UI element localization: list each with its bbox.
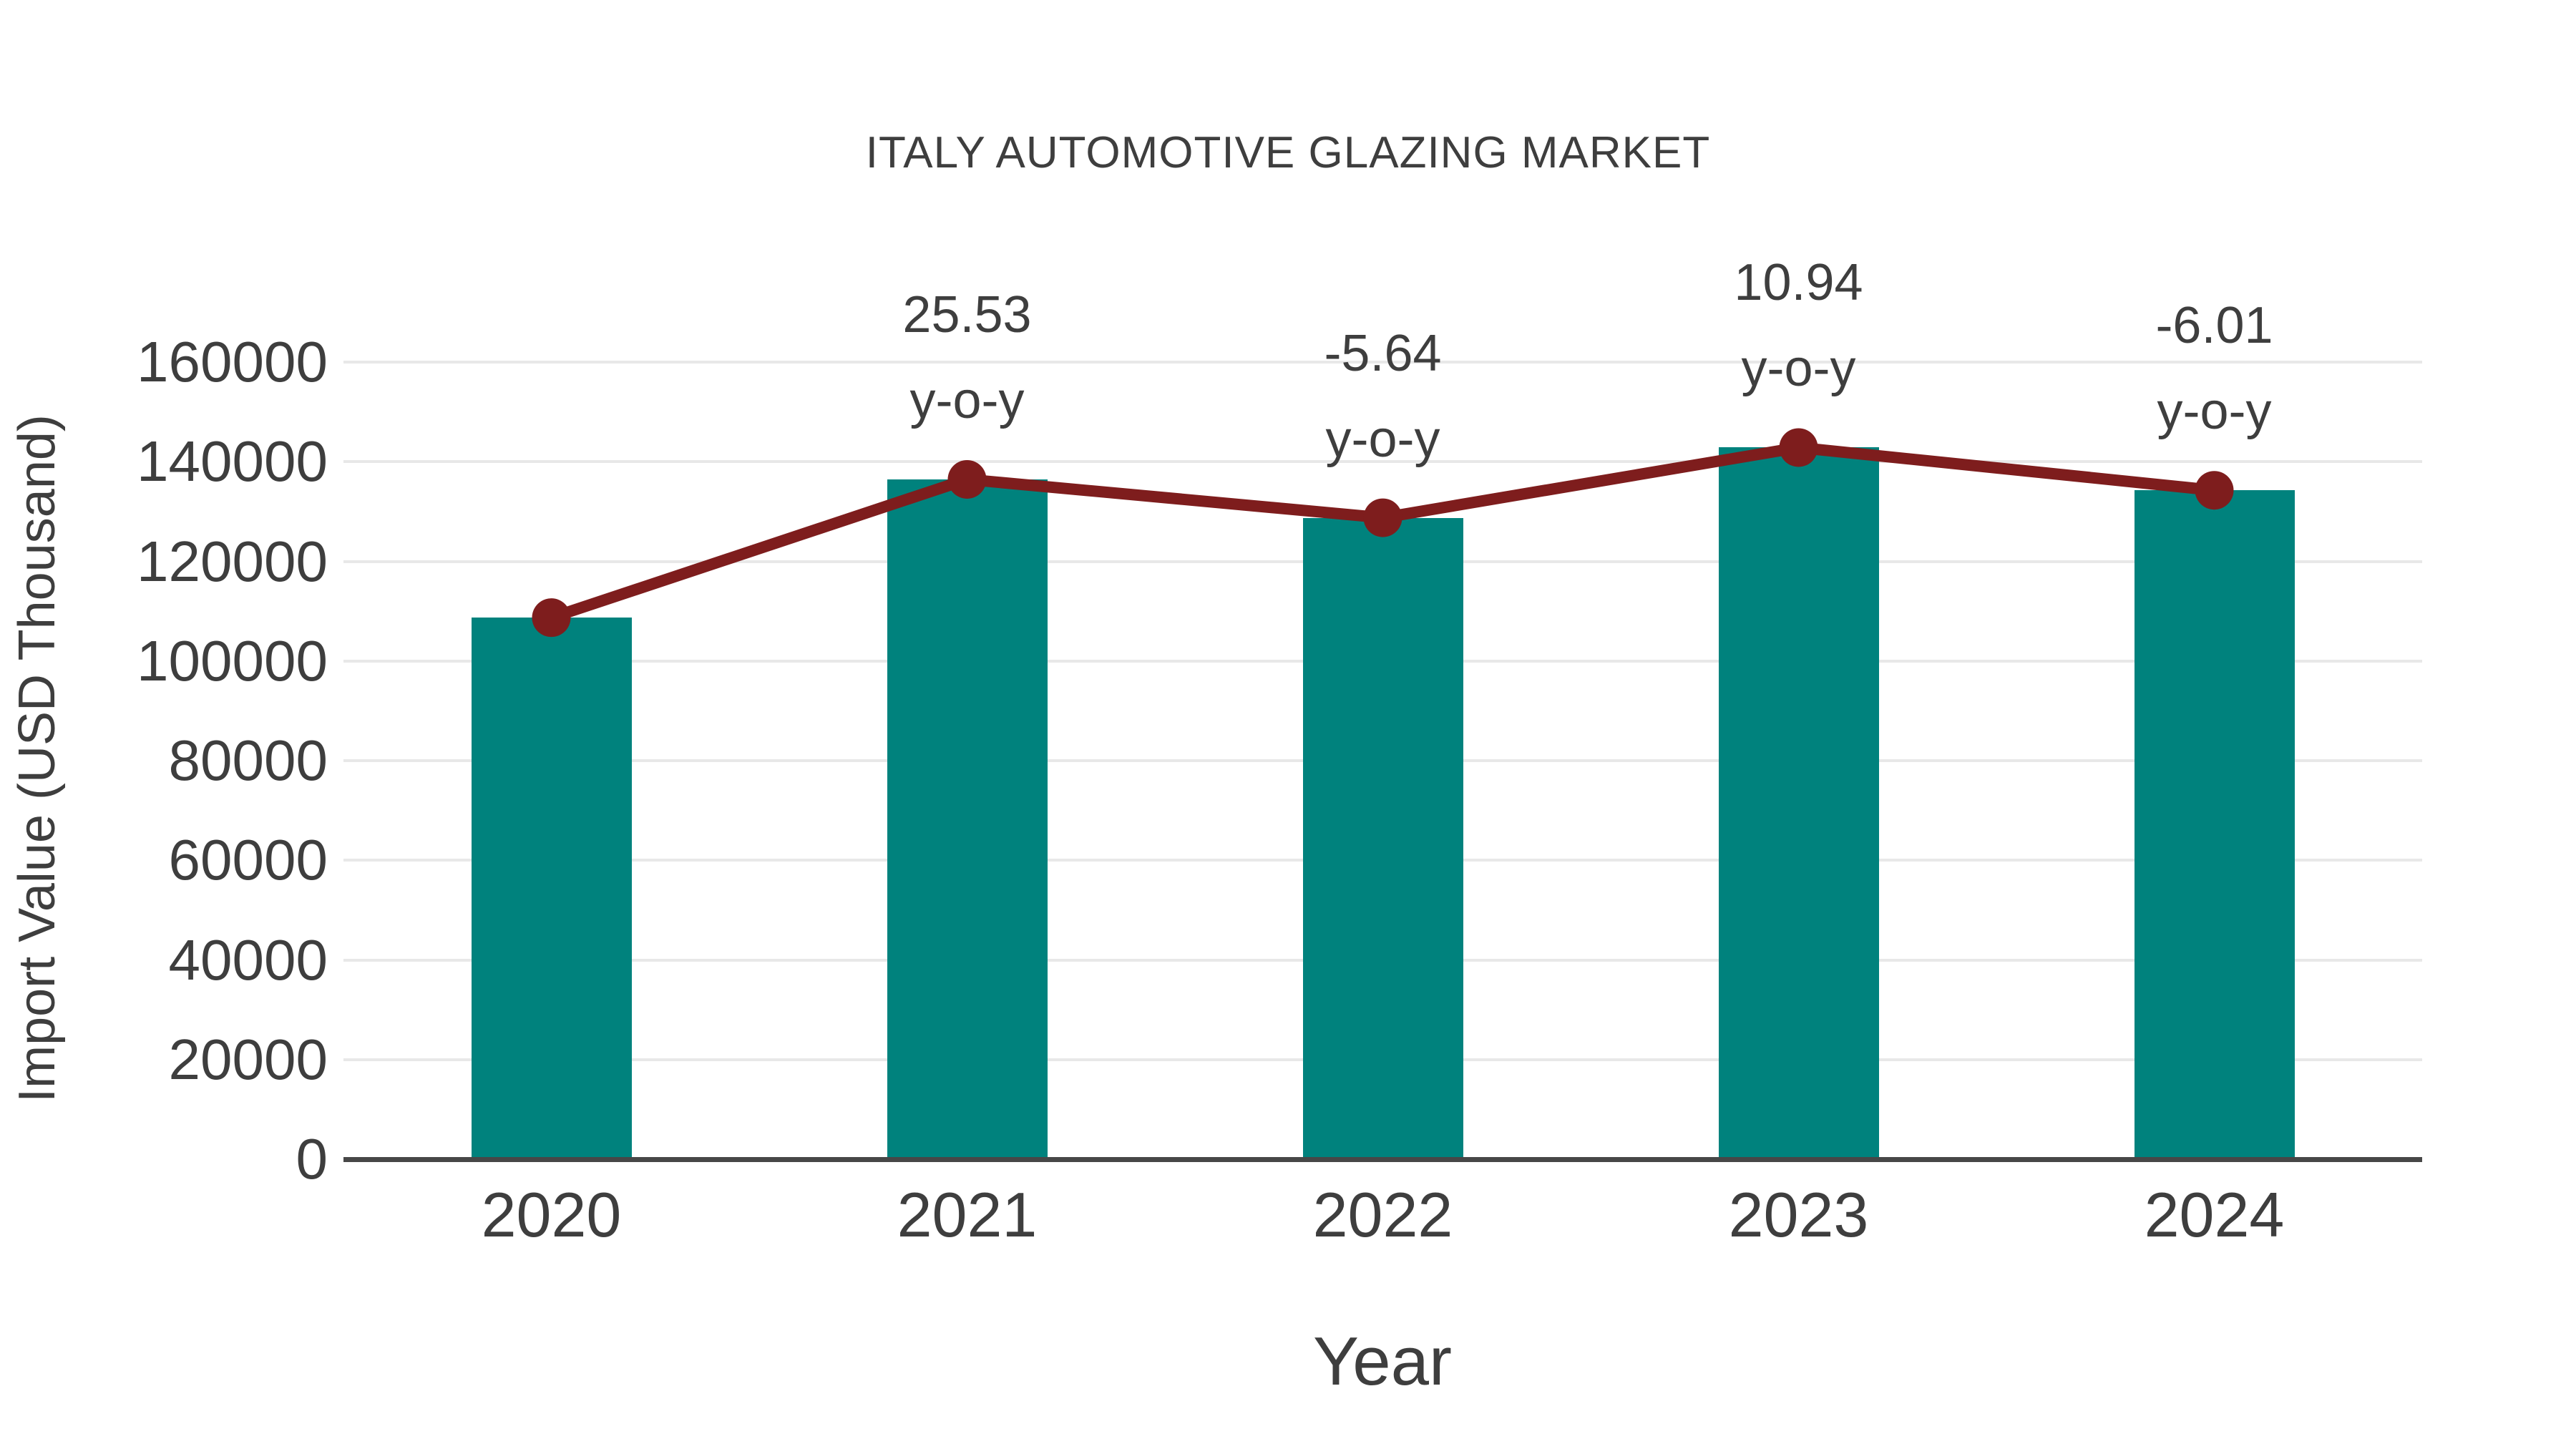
y-tick-label: 0	[296, 1127, 328, 1191]
y-tick-label: 100000	[137, 628, 328, 693]
y-tick-label: 60000	[168, 828, 328, 892]
x-tick-label-2020: 2020	[481, 1179, 622, 1250]
bar-2021	[887, 479, 1048, 1159]
x-tick-label-2022: 2022	[1312, 1179, 1453, 1250]
bar-2023	[1718, 447, 1879, 1159]
bar-2020	[471, 618, 632, 1159]
y-tick-label: 20000	[168, 1027, 328, 1091]
y-tick-label: 160000	[137, 330, 328, 394]
bar-2024	[2134, 490, 2295, 1159]
x-axis-line	[343, 1157, 2422, 1162]
yoy-annotation-2023: 10.94 y-o-y	[1734, 254, 1863, 398]
x-axis-title: Year	[1313, 1323, 1452, 1400]
x-tick-label-2023: 2023	[1728, 1179, 1869, 1250]
y-tick-label: 140000	[137, 429, 328, 494]
yoy-annotation-2022: -5.64 y-o-y	[1324, 324, 1442, 468]
y-tick-label: 80000	[168, 728, 328, 792]
yoy-annotation-2024: -6.01 y-o-y	[2155, 297, 2273, 441]
x-tick-label-2021: 2021	[897, 1179, 1038, 1250]
chart-title: ITALY AUTOMOTIVE GLAZING MARKET	[865, 128, 1711, 177]
y-tick-label: 40000	[168, 927, 328, 992]
yoy-annotation-2021: 25.53 y-o-y	[902, 286, 1032, 429]
bar-2022	[1302, 517, 1463, 1159]
y-tick-label: 120000	[137, 529, 328, 593]
x-tick-label-2024: 2024	[2144, 1179, 2285, 1250]
gridline	[343, 361, 2422, 364]
